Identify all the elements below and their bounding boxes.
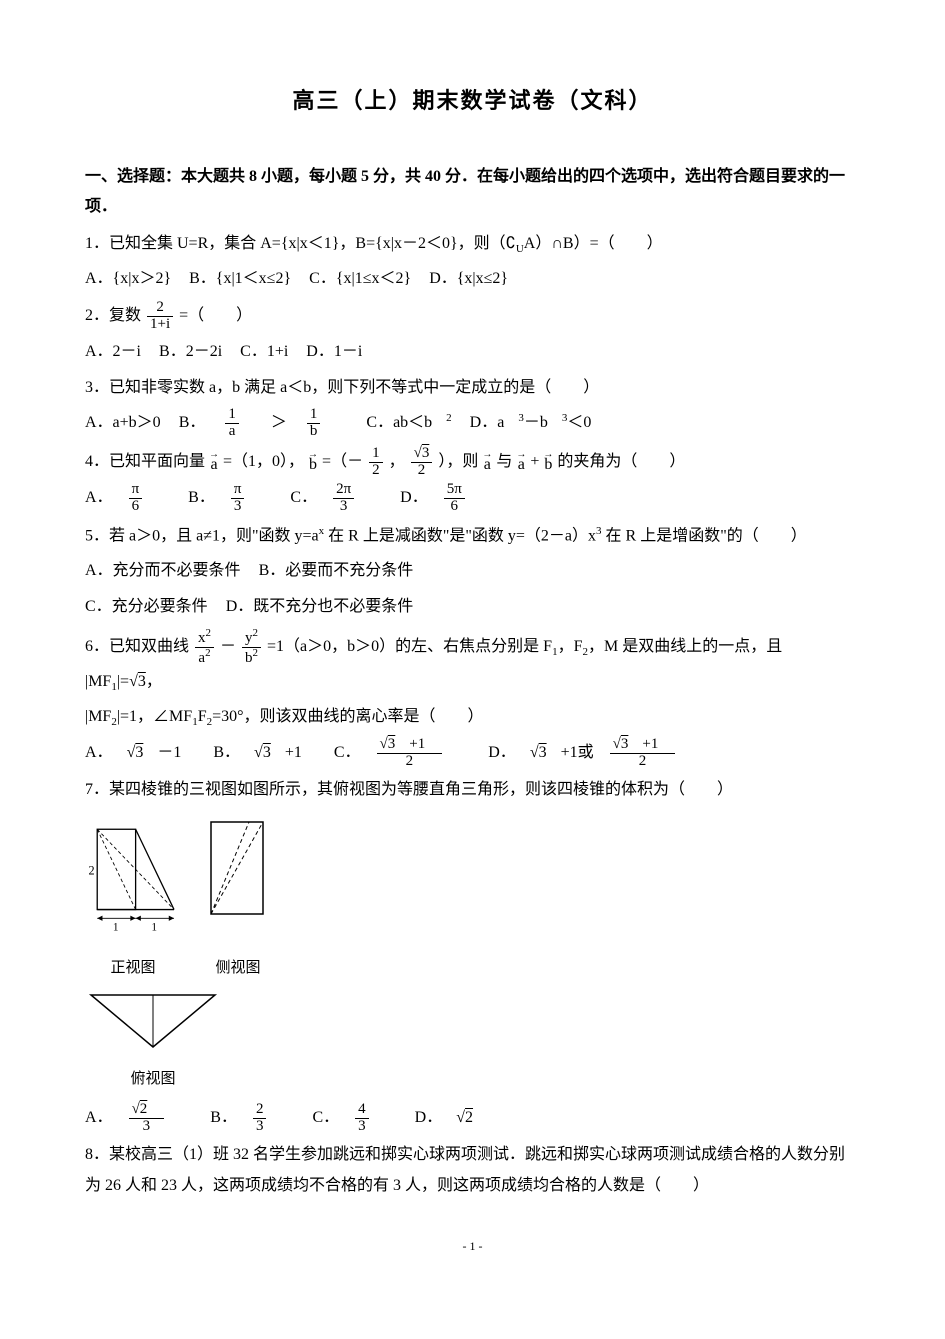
question-6-line2: |MF2|=1，∠MF1F2=30°，则该双曲线的离心率是（ ） (85, 702, 860, 733)
q2-frac: 2 1+i (147, 300, 173, 333)
q2-opt-c: C．1+i (240, 337, 288, 367)
vec-b-icon: b (308, 452, 318, 473)
front-view: 2 1 1 正视图 (85, 814, 181, 983)
q6-opt-d: D．√3+1或√3+12 (488, 737, 703, 770)
q4-opt-c: C．2π3 (290, 482, 382, 515)
question-4: 4．已知平面向量 a =（1，0）， b =（－ 12 ， √32 ），则 a … (85, 446, 860, 479)
top-view: 俯视图 (85, 989, 860, 1094)
question-7: 7．某四棱锥的三视图如图所示，其俯视图为等腰直角三角形，则该四棱锥的体积为（ ） (85, 775, 860, 805)
q1-sub: U (516, 243, 524, 255)
q5-opt-b: B．必要而不充分条件 (259, 556, 414, 586)
q2-stem-b: =（ ） (179, 307, 252, 324)
question-6: 6．已知双曲线 x2a2 － y2b2 =1（a＞0，b＞0）的左、右焦点分别是… (85, 628, 860, 698)
q6-options: A．√3－1 B．√3+1 C．√3+12 D．√3+1或√3+12 (85, 737, 860, 770)
question-2: 2．复数 2 1+i =（ ） (85, 300, 860, 333)
q6-opt-c: C．√3+12 (334, 737, 470, 770)
q4-opt-d: D．5π6 (400, 482, 493, 515)
q1-opt-b: B．{x|1＜x≤2} (189, 264, 291, 294)
q2-opt-b: B．2－2i (159, 337, 222, 367)
vec-a-icon: a (209, 452, 219, 473)
top-view-label: 俯视图 (85, 1065, 221, 1094)
q1-opt-c: C．{x|1≤x＜2} (309, 264, 411, 294)
svg-text:1: 1 (113, 921, 119, 933)
q1-stem-a: 1．已知全集 U=R，集合 A={x|x＜1}，B={x|x－2＜0}，则（∁ (85, 235, 516, 252)
side-view-label: 侧视图 (205, 954, 271, 983)
top-view-svg (85, 989, 221, 1055)
q7-options: A．√23 B．23 C．43 D．√2 (85, 1102, 860, 1135)
q2-options: A．2－i B．2－2i C．1+i D．1－i (85, 337, 860, 367)
side-view: 侧视图 (205, 814, 271, 983)
q5-opt-d: D．既不充分也不必要条件 (226, 592, 414, 622)
svg-text:2: 2 (88, 864, 94, 878)
question-3: 3．已知非零实数 a，b 满足 a＜b，则下列不等式中一定成立的是（ ） (85, 373, 860, 403)
side-view-svg (205, 814, 271, 944)
page-number: - 1 - (85, 1235, 860, 1258)
page-title: 高三（上）期末数学试卷（文科） (85, 80, 860, 122)
q5-options-row2: C．充分必要条件 D．既不充分也不必要条件 (85, 592, 860, 622)
q1-opt-a: A．{x|x＞2} (85, 264, 171, 294)
q3-opt-b: B． 1a ＞ 1b (179, 407, 349, 440)
q5-opt-c: C．充分必要条件 (85, 592, 208, 622)
front-view-svg: 2 1 1 (85, 814, 181, 944)
q2-opt-a: A．2－i (85, 337, 141, 367)
q3-opt-a: A．a+b＞0 (85, 408, 161, 438)
q2-stem-a: 2．复数 (85, 307, 141, 324)
q1-opt-d: D．{x|x≤2} (429, 264, 508, 294)
front-view-label: 正视图 (85, 954, 181, 983)
q4-opt-a: A．π6 (85, 482, 170, 515)
q1-options: A．{x|x＞2} B．{x|1＜x≤2} C．{x|1≤x＜2} D．{x|x… (85, 264, 860, 294)
q3-opt-c: C．ab＜b2 (366, 408, 451, 439)
question-8: 8．某校高三（1）班 32 名学生参加跳远和掷实心球两项测试．跳远和掷实心球两项… (85, 1140, 860, 1201)
q5-options-row1: A．充分而不必要条件 B．必要而不充分条件 (85, 556, 860, 586)
section-header: 一、选择题：本大题共 8 小题，每小题 5 分，共 40 分．在每小题给出的四个… (85, 162, 860, 223)
q1-stem-b: A）∩B）=（ ） (524, 235, 663, 252)
q6-opt-b: B．√3+1 (213, 738, 316, 768)
q2-opt-d: D．1－i (306, 337, 362, 367)
q3-options: A．a+b＞0 B． 1a ＞ 1b C．ab＜b2 D．a3－b3＜0 (85, 407, 860, 440)
q7-diagram: 2 1 1 正视图 (85, 814, 860, 1094)
q6-opt-a: A．√3－1 (85, 738, 195, 768)
svg-text:1: 1 (151, 921, 157, 933)
question-1: 1．已知全集 U=R，集合 A={x|x＜1}，B={x|x－2＜0}，则（∁U… (85, 229, 860, 260)
q7-opt-c: C．43 (312, 1102, 396, 1135)
q7-opt-a: A．√23 (85, 1102, 192, 1135)
q3-opt-d: D．a3－b3＜0 (470, 408, 606, 439)
q4-opt-b: B．π3 (188, 482, 272, 515)
q7-opt-d: D．√2 (415, 1103, 487, 1133)
q4-options: A．π6 B．π3 C．2π3 D．5π6 (85, 482, 860, 515)
q7-opt-b: B．23 (210, 1102, 294, 1135)
question-5: 5．若 a＞0，且 a≠1，则"函数 y=ax 在 R 上是减函数"是"函数 y… (85, 521, 860, 552)
q5-opt-a: A．充分而不必要条件 (85, 556, 241, 586)
